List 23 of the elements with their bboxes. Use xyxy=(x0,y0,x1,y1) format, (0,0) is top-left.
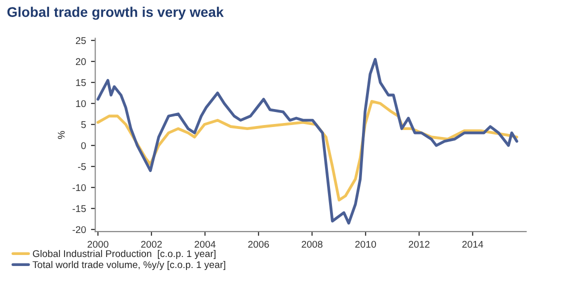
x-tick-label: 2006 xyxy=(248,240,269,248)
y-tick-label: 20 xyxy=(76,58,86,66)
legend-label: Total world trade volume, %y/y [c.o.p. 1 year] xyxy=(32,260,226,270)
y-tick-label: 5 xyxy=(81,121,86,128)
x-tick-label: 2014 xyxy=(462,240,484,248)
x-tick-label: 2004 xyxy=(194,240,216,248)
y-axis-title: % xyxy=(58,130,65,139)
y-tick-label: 25 xyxy=(76,37,86,44)
chart-title: Global trade growth is very weak xyxy=(7,6,224,20)
legend-label: Global Industrial Production [c.o.p. 1 year] xyxy=(32,250,216,260)
y-tick-label: 0 xyxy=(81,142,86,150)
y-tick-label: -20 xyxy=(72,226,86,234)
x-tick-label: 2000 xyxy=(88,240,108,248)
y-tick-label: -5 xyxy=(78,163,86,170)
x-tick-label: 2012 xyxy=(408,240,430,248)
y-tick-label: -15 xyxy=(72,205,86,212)
y-tick-label: -10 xyxy=(72,184,86,192)
y-tick-label: 15 xyxy=(76,79,86,86)
x-tick-label: 2010 xyxy=(355,240,376,248)
x-tick-label: 2008 xyxy=(302,240,322,248)
line-series xyxy=(96,58,518,225)
x-tick-label: 2002 xyxy=(141,240,162,248)
y-tick-label: 10 xyxy=(76,100,86,108)
